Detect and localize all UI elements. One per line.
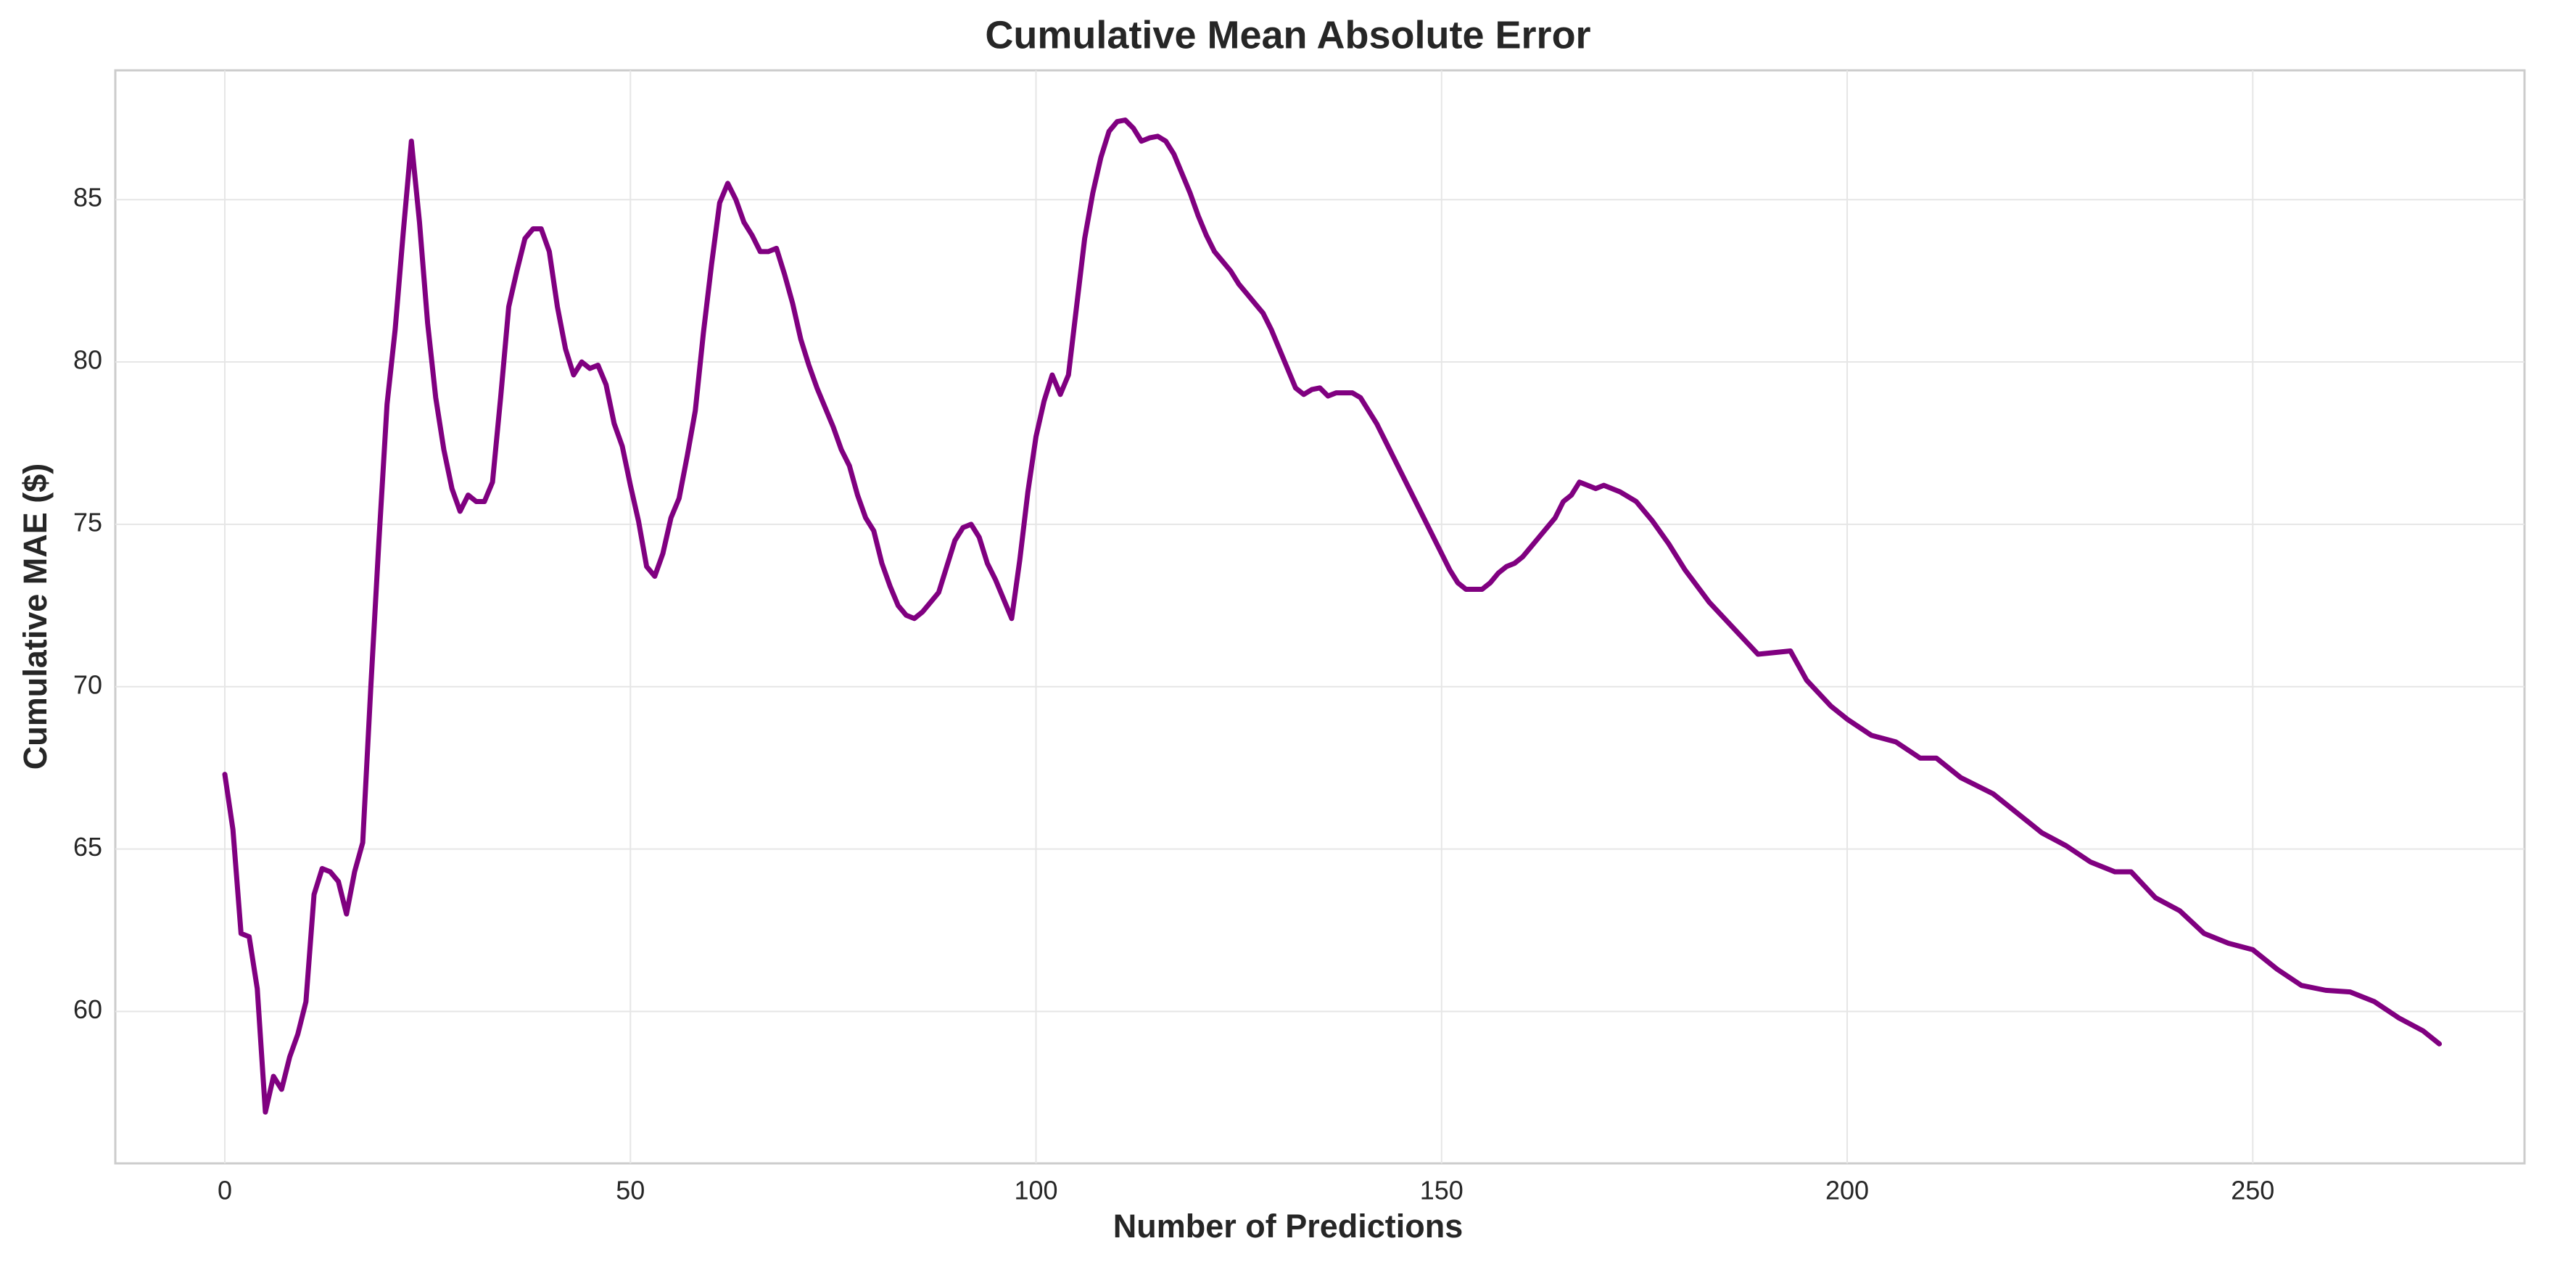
y-axis-label: Cumulative MAE ($) (17, 463, 54, 770)
y-tick-label: 75 (73, 507, 102, 537)
plot-frame (114, 69, 2526, 1165)
y-tick-label: 70 (73, 669, 102, 699)
chart-title: Cumulative Mean Absolute Error (985, 13, 1590, 57)
x-tick-label: 50 (616, 1176, 645, 1205)
y-tick-label: 80 (73, 345, 102, 375)
x-tick-label: 150 (1420, 1176, 1464, 1205)
data-line (222, 117, 2443, 1115)
x-tick-label: 100 (1014, 1176, 1057, 1205)
y-tick-label: 60 (73, 994, 102, 1024)
x-tick-label: 250 (2231, 1176, 2274, 1205)
x-axis-label: Number of Predictions (1113, 1208, 1464, 1245)
y-tick-label: 85 (73, 183, 102, 213)
x-tick-label: 0 (218, 1176, 232, 1205)
y-tick-label: 65 (73, 832, 102, 862)
x-tick-label: 200 (1825, 1176, 1869, 1205)
